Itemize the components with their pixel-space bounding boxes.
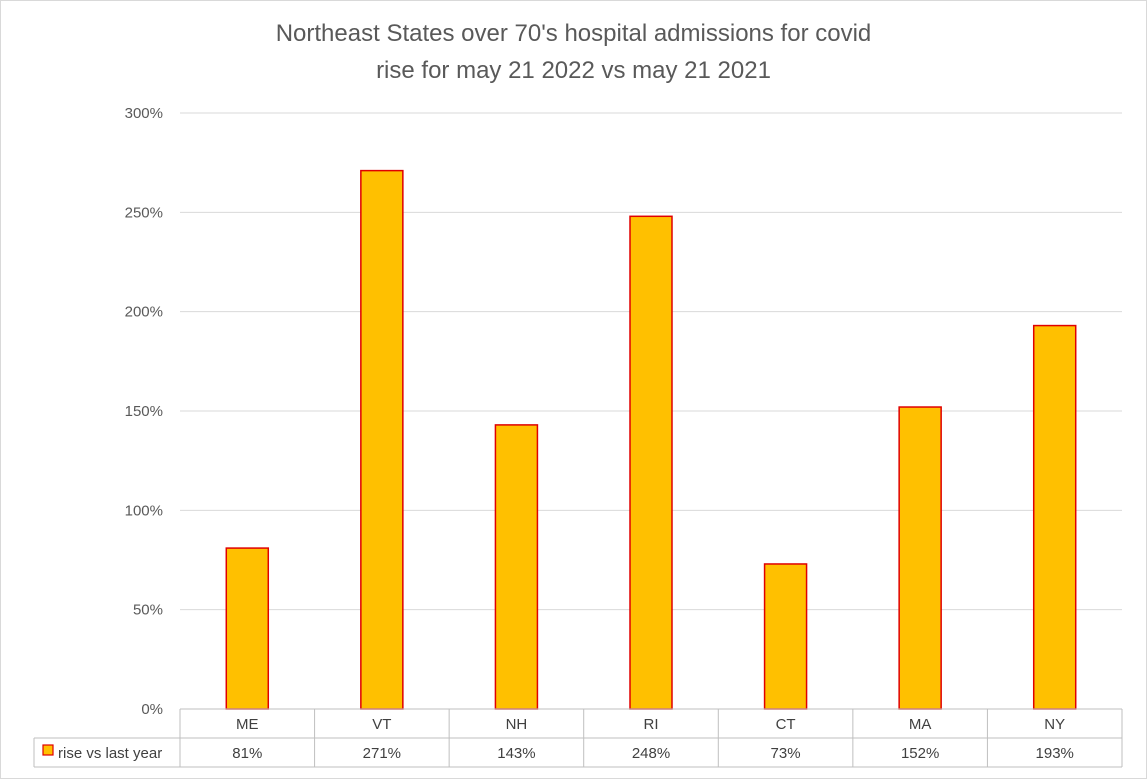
x-category-label: ME [236,716,259,733]
data-table-value: 248% [632,745,670,762]
chart-title-line-2: rise for may 21 2022 vs may 21 2021 [376,57,771,84]
y-tick-label: 0% [141,701,163,718]
data-table-value: 73% [771,745,801,762]
data-table-value: 271% [363,745,401,762]
x-category-label: RI [644,716,659,733]
y-tick-label: 250% [125,204,163,221]
legend-key [42,744,54,756]
bar [898,406,942,710]
chart-title-line-1: Northeast States over 70's hospital admi… [275,20,872,47]
y-tick-label: 100% [125,502,163,519]
x-category-label: CT [776,716,796,733]
bar [763,563,808,710]
y-tick-label: 300% [125,105,163,122]
y-tick-label: 50% [133,602,163,619]
y-tick-label: 150% [125,403,163,420]
x-category-label: MA [909,716,932,733]
bar [494,424,539,710]
data-table-value: 152% [901,745,939,762]
bar [360,169,404,710]
x-category-label: NY [1044,716,1065,733]
bar [225,547,270,710]
bar [1032,324,1077,710]
legend-series-name: rise vs last year [58,745,162,762]
x-category-label: VT [372,716,391,733]
data-table-value: 143% [497,745,535,762]
data-table-value: 193% [1036,745,1074,762]
y-tick-label: 200% [125,304,163,321]
bar [629,215,673,710]
x-category-label: NH [506,716,528,733]
data-table-value: 81% [232,745,262,762]
